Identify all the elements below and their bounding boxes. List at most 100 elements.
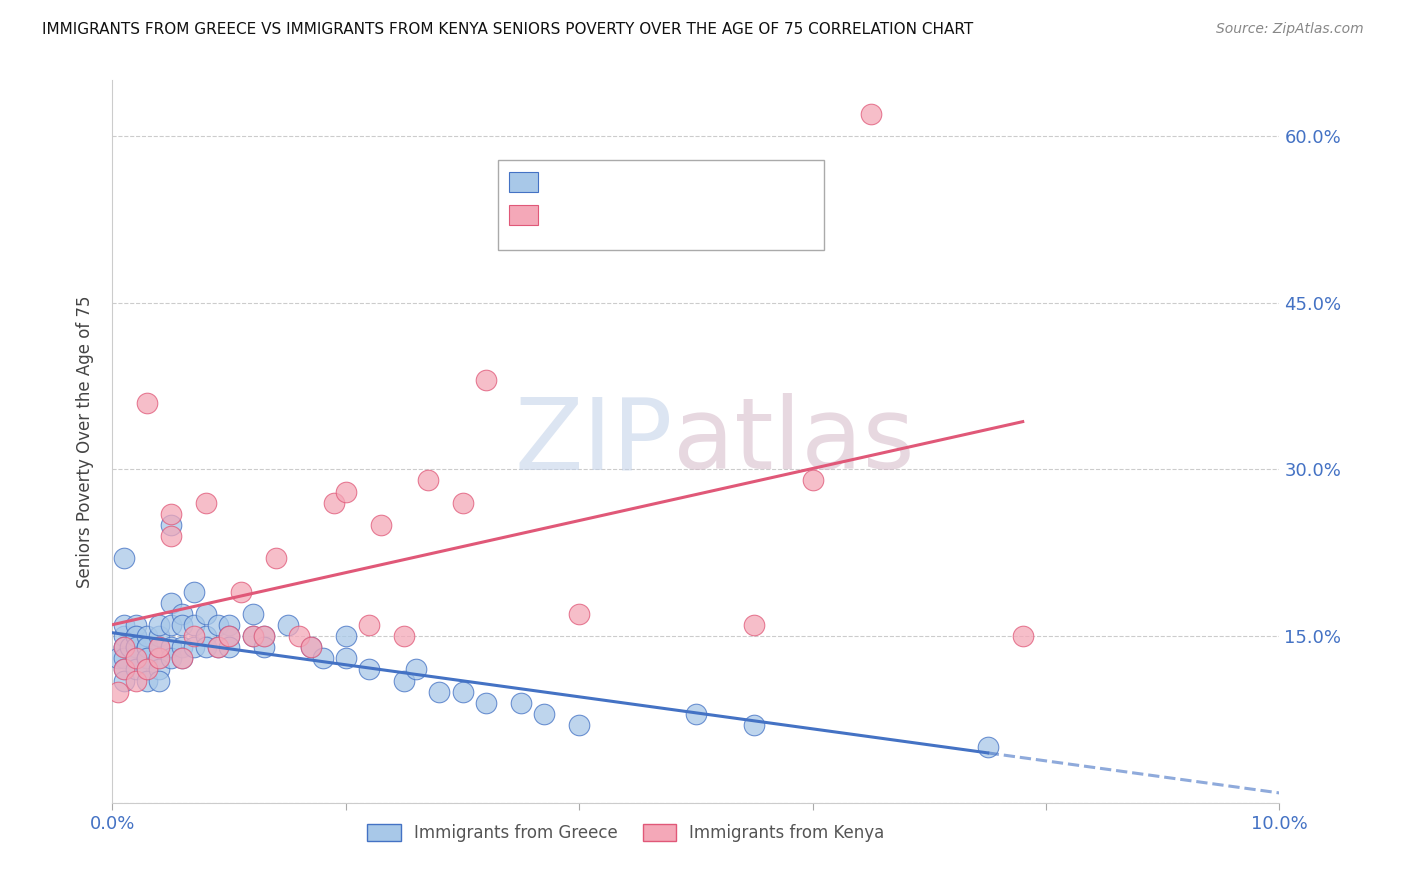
Point bbox=[148, 629, 170, 643]
Point bbox=[160, 517, 183, 532]
Bar bbox=[509, 204, 538, 225]
Point bbox=[253, 629, 276, 643]
Text: R =: R = bbox=[548, 174, 585, 192]
Point bbox=[801, 474, 824, 488]
Point bbox=[311, 651, 333, 665]
Point bbox=[194, 640, 217, 655]
Point bbox=[218, 618, 240, 632]
FancyBboxPatch shape bbox=[498, 160, 824, 250]
Point bbox=[136, 640, 159, 655]
Point bbox=[242, 629, 264, 643]
Point bbox=[183, 618, 205, 632]
Point bbox=[125, 640, 148, 655]
Point bbox=[136, 673, 159, 688]
Point bbox=[136, 640, 159, 655]
Point bbox=[148, 662, 170, 676]
Point bbox=[136, 662, 159, 676]
Point bbox=[194, 496, 217, 510]
Point bbox=[742, 618, 765, 632]
Point bbox=[359, 618, 381, 632]
Point bbox=[475, 373, 498, 387]
Point bbox=[207, 640, 229, 655]
Legend: Immigrants from Greece, Immigrants from Kenya: Immigrants from Greece, Immigrants from … bbox=[360, 817, 891, 848]
Point bbox=[148, 673, 170, 688]
Point bbox=[172, 651, 194, 665]
Point bbox=[160, 507, 183, 521]
Point bbox=[427, 684, 450, 698]
Point bbox=[107, 651, 129, 665]
Point bbox=[136, 651, 159, 665]
Point bbox=[229, 584, 252, 599]
Point bbox=[172, 607, 194, 621]
Point bbox=[742, 718, 765, 732]
Point bbox=[118, 640, 141, 655]
Point bbox=[288, 629, 311, 643]
Point bbox=[112, 618, 135, 632]
Point bbox=[183, 584, 205, 599]
Point bbox=[172, 640, 194, 655]
Text: 0.569: 0.569 bbox=[599, 206, 659, 225]
Point bbox=[207, 618, 229, 632]
Text: IMMIGRANTS FROM GREECE VS IMMIGRANTS FROM KENYA SENIORS POVERTY OVER THE AGE OF : IMMIGRANTS FROM GREECE VS IMMIGRANTS FRO… bbox=[42, 22, 973, 37]
Point bbox=[172, 651, 194, 665]
Point bbox=[183, 629, 205, 643]
Point bbox=[1011, 629, 1033, 643]
Point bbox=[685, 706, 707, 721]
Point bbox=[172, 618, 194, 632]
Point bbox=[207, 640, 229, 655]
Point bbox=[394, 673, 416, 688]
Point bbox=[125, 629, 148, 643]
Point bbox=[323, 496, 346, 510]
Point bbox=[107, 684, 129, 698]
Text: N =: N = bbox=[685, 206, 723, 225]
Point bbox=[160, 618, 183, 632]
Point bbox=[194, 607, 217, 621]
Point bbox=[416, 474, 439, 488]
Y-axis label: Seniors Poverty Over the Age of 75: Seniors Poverty Over the Age of 75 bbox=[76, 295, 94, 588]
Point bbox=[370, 517, 392, 532]
Point bbox=[112, 629, 135, 643]
Point bbox=[253, 640, 276, 655]
Bar bbox=[509, 172, 538, 193]
Point bbox=[299, 640, 322, 655]
Point bbox=[112, 651, 135, 665]
Point bbox=[112, 640, 135, 655]
Point bbox=[148, 651, 170, 665]
Point bbox=[183, 640, 205, 655]
Point bbox=[976, 740, 998, 755]
Point bbox=[451, 496, 474, 510]
Point bbox=[160, 640, 183, 655]
Point bbox=[299, 640, 322, 655]
Text: R =: R = bbox=[548, 206, 585, 225]
Point bbox=[160, 596, 183, 610]
Point bbox=[533, 706, 555, 721]
Point bbox=[136, 395, 159, 409]
Point bbox=[253, 629, 276, 643]
Point bbox=[112, 673, 135, 688]
Point bbox=[148, 640, 170, 655]
Point bbox=[335, 484, 357, 499]
Point bbox=[394, 629, 416, 643]
Point bbox=[194, 629, 217, 643]
Point bbox=[568, 718, 591, 732]
Text: ZIP: ZIP bbox=[515, 393, 672, 490]
Text: N =: N = bbox=[685, 174, 723, 192]
Point bbox=[112, 640, 135, 655]
Point bbox=[451, 684, 474, 698]
Point bbox=[475, 696, 498, 710]
Point bbox=[242, 607, 264, 621]
Text: atlas: atlas bbox=[672, 393, 914, 490]
Point bbox=[125, 651, 148, 665]
Point bbox=[136, 629, 159, 643]
Point bbox=[148, 651, 170, 665]
Point bbox=[148, 640, 170, 655]
Point bbox=[160, 651, 183, 665]
Point bbox=[509, 696, 531, 710]
Point bbox=[568, 607, 591, 621]
Point bbox=[860, 106, 883, 120]
Point bbox=[125, 662, 148, 676]
Point bbox=[148, 618, 170, 632]
Text: 71: 71 bbox=[731, 174, 755, 192]
Point bbox=[218, 629, 240, 643]
Point bbox=[125, 618, 148, 632]
